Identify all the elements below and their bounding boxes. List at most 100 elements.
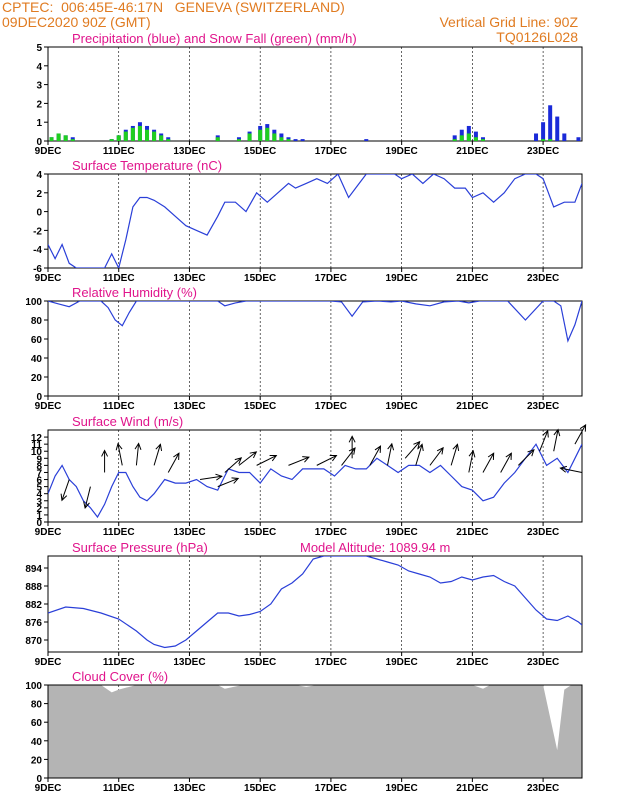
y-tick-label: 2 xyxy=(36,189,42,200)
header-grid-line: Vertical Grid Line: 90Z xyxy=(439,14,578,30)
wind-arrow xyxy=(429,447,444,466)
snow-bar xyxy=(159,135,164,141)
x-tick-label: 9DEC xyxy=(35,401,62,412)
y-tick-label: 100 xyxy=(25,681,42,692)
x-tick-label: 9DEC xyxy=(35,146,62,157)
x-tick-label: 11DEC xyxy=(103,783,135,794)
wind-arrow-head xyxy=(155,443,163,452)
y-tick-label: 20 xyxy=(31,373,43,384)
y-tick-label: 0 xyxy=(36,137,42,148)
wind-arrow xyxy=(288,456,310,466)
wind-arrow-head xyxy=(436,446,444,455)
y-tick-label: 894 xyxy=(25,564,42,575)
precip-bar xyxy=(293,139,298,141)
snow-bar xyxy=(541,139,546,141)
wind-arrow-head xyxy=(505,452,512,460)
wind-arrow-head xyxy=(579,423,587,432)
y-tick-label: 870 xyxy=(25,636,42,647)
wind-arrow-head xyxy=(452,443,460,452)
snow-bar xyxy=(272,133,277,141)
y-tick-label: 882 xyxy=(25,600,42,611)
snow-bar xyxy=(215,137,220,141)
snow-bar xyxy=(109,139,114,141)
x-tick-label: 21DEC xyxy=(456,527,488,538)
x-tick-label: 15DEC xyxy=(244,783,276,794)
y-tick-label: 7 xyxy=(36,468,42,479)
wind-arrow-head xyxy=(348,435,356,443)
y-tick-label: 2 xyxy=(36,504,42,515)
snow-bar xyxy=(258,129,263,141)
y-tick-label: 6 xyxy=(36,476,42,487)
panel-title: Surface Pressure (hPa) xyxy=(72,540,208,555)
x-tick-label: 15DEC xyxy=(244,273,276,284)
snow-bar xyxy=(466,133,471,141)
x-tick-label: 19DEC xyxy=(386,783,418,794)
snow-bar xyxy=(137,125,142,141)
y-tick-label: 40 xyxy=(31,737,43,748)
precip-bar xyxy=(555,116,560,141)
precip-bar xyxy=(473,131,478,141)
y-tick-label: 4 xyxy=(36,170,42,181)
precip-bar xyxy=(562,133,567,141)
header-date: 09DEC2020 90Z (GMT) xyxy=(2,14,151,30)
y-tick-label: 0 xyxy=(36,774,42,785)
wind-arrow xyxy=(61,479,70,501)
wind-arrow-head xyxy=(348,447,356,455)
wind-arrow xyxy=(238,451,257,466)
x-tick-label: 17DEC xyxy=(315,783,347,794)
x-tick-label: 11DEC xyxy=(103,657,135,668)
series-line xyxy=(48,174,582,268)
y-tick-label: 11 xyxy=(31,440,42,451)
y-tick-label: 100 xyxy=(25,297,42,308)
panel-frame xyxy=(47,46,583,142)
panel-title: Cloud Cover (%) xyxy=(72,669,168,684)
x-tick-label: 15DEC xyxy=(244,657,276,668)
y-tick-label: 3 xyxy=(36,497,42,508)
panel-annotation: Model Altitude: 1089.94 m xyxy=(300,540,450,555)
panel-frame xyxy=(47,555,583,653)
x-tick-label: 17DEC xyxy=(315,527,347,538)
y-tick-label: 888 xyxy=(25,582,42,593)
panel-frame-top xyxy=(47,684,583,779)
snow-bar xyxy=(116,135,121,141)
snow-bar xyxy=(123,131,128,141)
panel-6 xyxy=(44,684,583,782)
panel-title: Precipitation (blue) and Snow Fall (gree… xyxy=(72,31,357,46)
x-tick-label: 15DEC xyxy=(244,401,276,412)
wind-arrow-head xyxy=(83,501,90,510)
wind-arrow xyxy=(574,424,587,445)
wind-arrow-head xyxy=(215,473,223,481)
cloud-area xyxy=(48,685,582,778)
header-code: TQ0126L028 xyxy=(496,29,578,45)
snow-bar xyxy=(56,133,61,141)
snow-bar xyxy=(286,139,291,141)
wind-arrow xyxy=(256,455,277,466)
x-tick-label: 19DEC xyxy=(386,273,418,284)
y-tick-label: -4 xyxy=(33,245,42,256)
y-tick-label: 1 xyxy=(36,118,42,129)
y-tick-label: 60 xyxy=(31,718,43,729)
y-tick-label: 1 xyxy=(36,511,42,522)
wind-arrow xyxy=(517,449,535,466)
wind-arrow xyxy=(450,444,458,466)
y-tick-label: 2 xyxy=(36,99,42,110)
snow-bar xyxy=(49,137,54,141)
x-tick-label: 23DEC xyxy=(527,527,559,538)
snow-bar xyxy=(70,139,75,141)
y-tick-label: 0 xyxy=(36,392,42,403)
wind-arrow xyxy=(224,457,242,473)
y-tick-label: 10 xyxy=(31,447,43,458)
precip-bar xyxy=(279,133,284,141)
x-tick-label: 17DEC xyxy=(315,657,347,668)
wind-arrow-head xyxy=(374,445,382,453)
wind-arrow-head xyxy=(417,443,424,452)
snow-bar xyxy=(473,137,478,141)
wind-arrow xyxy=(387,443,393,466)
precip-bar xyxy=(548,105,553,141)
panel-title: Surface Temperature (nC) xyxy=(72,158,222,173)
wind-arrow xyxy=(369,445,381,466)
x-tick-label: 19DEC xyxy=(386,146,418,157)
x-tick-label: 13DEC xyxy=(173,146,205,157)
x-tick-label: 13DEC xyxy=(173,657,205,668)
